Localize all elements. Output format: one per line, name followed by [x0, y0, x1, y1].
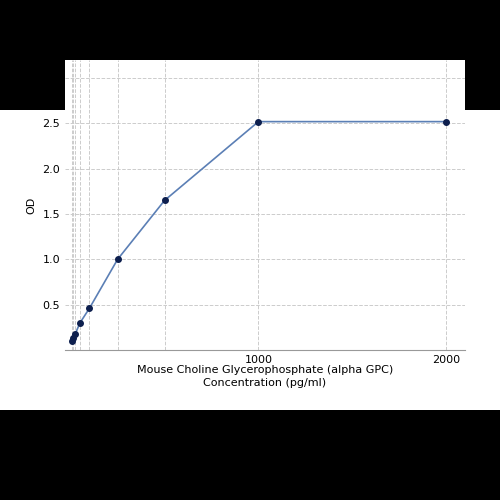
Text: Mouse Choline Glycerophosphate (alpha GPC): Mouse Choline Glycerophosphate (alpha GP…: [137, 365, 393, 375]
Text: Concentration (pg/ml): Concentration (pg/ml): [204, 378, 326, 388]
Y-axis label: OD: OD: [27, 196, 37, 214]
